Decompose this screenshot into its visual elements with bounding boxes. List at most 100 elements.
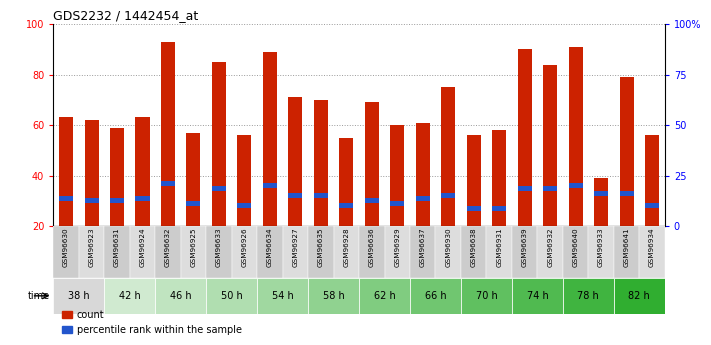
Bar [155,226,181,278]
Bar [79,226,105,278]
Bar [155,278,206,314]
Bar [232,226,257,278]
Bar [359,278,410,314]
Text: 82 h: 82 h [629,291,650,301]
Bar [543,186,557,191]
Bar [442,87,455,226]
Bar [333,226,359,278]
Bar [85,120,99,226]
Bar [416,122,429,226]
Text: GSM96930: GSM96930 [445,228,451,267]
Bar [461,226,486,278]
Bar [461,278,512,314]
Bar [390,125,405,226]
Text: GSM96634: GSM96634 [267,228,273,267]
Bar [512,278,563,314]
Text: 54 h: 54 h [272,291,294,301]
Text: GSM96638: GSM96638 [471,228,476,267]
Bar [543,65,557,226]
Text: GSM96924: GSM96924 [139,228,146,267]
Bar [186,201,201,206]
Text: GSM96631: GSM96631 [114,228,120,267]
Bar [263,183,277,188]
Bar [518,186,532,191]
Text: GSM96928: GSM96928 [343,228,349,267]
Bar [161,42,175,226]
Bar [237,203,252,208]
Bar [129,226,155,278]
Bar [538,226,563,278]
Bar [518,49,532,226]
Bar [105,278,155,314]
Bar [339,138,353,226]
Bar [365,198,379,203]
Bar [110,128,124,226]
Bar [212,186,226,191]
Bar [237,135,252,226]
Text: GSM96931: GSM96931 [496,228,502,267]
Bar [416,196,429,201]
Bar [594,178,608,226]
Bar [59,118,73,226]
Bar [308,226,333,278]
Bar [206,226,232,278]
Bar [569,183,582,188]
Bar [263,52,277,226]
Text: time: time [28,291,50,301]
Bar [442,193,455,198]
Bar [53,278,105,314]
Bar [359,226,385,278]
Text: 46 h: 46 h [170,291,191,301]
Legend: count, percentile rank within the sample: count, percentile rank within the sample [58,306,245,338]
Text: GDS2232 / 1442454_at: GDS2232 / 1442454_at [53,9,198,22]
Text: 74 h: 74 h [527,291,548,301]
Text: 58 h: 58 h [323,291,344,301]
Bar [136,196,149,201]
Bar [85,198,99,203]
Bar [435,226,461,278]
Bar [186,132,201,226]
Bar [589,226,614,278]
Text: GSM96635: GSM96635 [318,228,324,267]
Bar [466,206,481,211]
Bar [410,226,435,278]
Text: GSM96637: GSM96637 [419,228,426,267]
Text: GSM96923: GSM96923 [89,228,95,267]
Bar [619,191,634,196]
Text: GSM96932: GSM96932 [547,228,553,267]
Text: GSM96630: GSM96630 [63,228,69,267]
Bar [619,77,634,226]
Bar [110,198,124,203]
Text: 66 h: 66 h [424,291,447,301]
Bar [257,226,283,278]
Bar [645,135,659,226]
Text: GSM96636: GSM96636 [369,228,375,267]
Bar [645,203,659,208]
Bar [639,226,665,278]
Bar [512,226,538,278]
Bar [466,135,481,226]
Bar [390,201,405,206]
Bar [308,278,359,314]
Bar [314,100,328,226]
Bar [53,226,79,278]
Text: GSM96640: GSM96640 [572,228,579,267]
Bar [385,226,410,278]
Bar [257,278,308,314]
Text: 78 h: 78 h [577,291,599,301]
Text: 50 h: 50 h [221,291,242,301]
Bar [563,226,589,278]
Text: 38 h: 38 h [68,291,90,301]
Bar [289,97,302,226]
Bar [492,130,506,226]
Text: GSM96926: GSM96926 [242,228,247,267]
Bar [594,191,608,196]
Bar [339,203,353,208]
Text: GSM96639: GSM96639 [522,228,528,267]
Bar [59,196,73,201]
Bar [486,226,512,278]
Bar [206,278,257,314]
Text: GSM96632: GSM96632 [165,228,171,267]
Text: 70 h: 70 h [476,291,497,301]
Text: GSM96933: GSM96933 [598,228,604,267]
